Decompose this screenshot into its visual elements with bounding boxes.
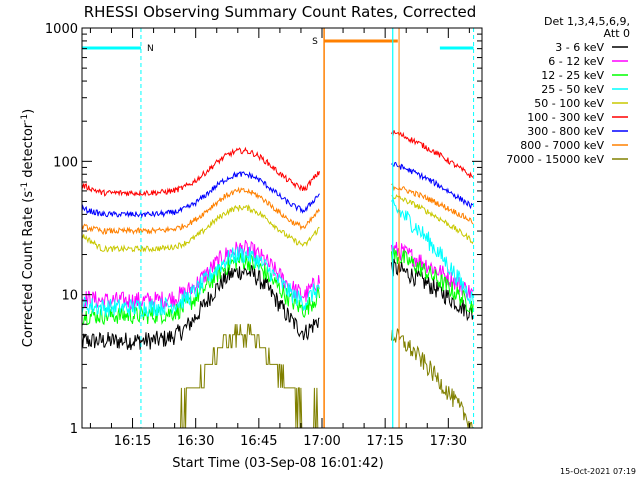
series-line-6-a: [82, 171, 320, 219]
legend-label-4: 50 - 100 keV: [534, 97, 604, 110]
x-tick-label-0: 16:15: [114, 434, 151, 449]
night-label: N: [147, 44, 154, 54]
timestamp: 15-Oct-2021 07:19: [560, 467, 636, 476]
legend-label-5: 100 - 300 keV: [527, 111, 604, 124]
x-tick-label-2: 16:45: [240, 434, 277, 449]
series-line-5-a: [82, 146, 320, 197]
series-line-4-b: [391, 194, 474, 245]
series-line-6-b: [391, 161, 474, 210]
y-tick-label-0: 1: [70, 422, 78, 437]
legend-label-0: 3 - 6 keV: [555, 41, 604, 54]
series-line-3-a: [82, 246, 320, 317]
series-line-7-b: [391, 182, 474, 225]
x-tick-label-5: 17:30: [430, 434, 467, 449]
legend-label-3: 25 - 50 keV: [541, 83, 604, 96]
y-tick-label-1: 10: [61, 289, 78, 304]
series-line-7-a: [82, 186, 320, 236]
series-line-4-a: [82, 204, 320, 254]
series-group: [82, 130, 474, 428]
plot-frame: [81, 27, 483, 429]
y-tick-label-2: 100: [53, 155, 78, 170]
series-line-0-a: [82, 264, 320, 351]
chart-title: RHESSI Observing Summary Count Rates, Co…: [84, 3, 477, 21]
series-line-3-b: [391, 197, 474, 305]
series-line-5-b: [391, 130, 474, 179]
plot-area: NS: [82, 28, 475, 428]
series-line-8-a: [82, 323, 320, 428]
x-tick-label-3: 17:00: [303, 434, 340, 449]
series-line-2-b: [391, 248, 474, 314]
x-tick-label-4: 17:15: [366, 434, 403, 449]
y-axis-label: Corrected Count Rate (s-1 detector-1): [20, 109, 36, 347]
legend-label-7: 800 - 7000 keV: [520, 139, 604, 152]
series-line-8-b: [391, 327, 474, 428]
legend-header-0: Det 1,3,4,5,6,9,: [544, 15, 630, 28]
series-line-2-a: [82, 252, 320, 326]
saa-label: S: [312, 37, 318, 47]
legend-header-1: Att 0: [604, 27, 630, 40]
legend-label-6: 300 - 800 keV: [527, 125, 604, 138]
y-tick-label-3: 1000: [45, 22, 78, 37]
x-tick-label-1: 16:30: [177, 434, 214, 449]
legend-label-8: 7000 - 15000 keV: [506, 153, 604, 166]
legend-label-1: 6 - 12 keV: [548, 55, 604, 68]
y-axis: 1 10 100 1000: [45, 22, 482, 437]
series-line-0-b: [391, 258, 474, 322]
series-line-1-b: [391, 241, 474, 301]
x-axis-label: Start Time (03-Sep-08 16:01:42): [172, 456, 383, 471]
legend-label-2: 12 - 25 keV: [541, 69, 604, 82]
x-axis: 16:15 16:30 16:45 17:00 17:15 17:30: [89, 28, 470, 449]
